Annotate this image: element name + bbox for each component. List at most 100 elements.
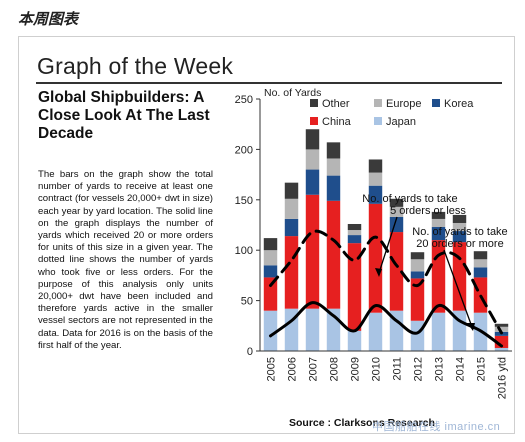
title-divider [36,82,502,84]
bar-segment-china [284,236,299,309]
x-tick-label: 2013 [434,357,446,381]
bar-segment-korea [452,231,467,243]
bar-segment-europe [284,198,299,219]
legend-label-china: China [322,116,352,128]
annotation-twenty-or-more: No. of yards to take [412,226,507,238]
bar-segment-japan [431,312,446,351]
bar-segment-europe [326,158,341,176]
bar-segment-china [263,277,278,311]
annotation-twenty-or-more: 20 orders or more [416,238,503,250]
bar-segment-europe [431,218,446,228]
annotation-arrow [378,216,398,274]
x-tick-label: 2007 [308,357,320,381]
x-tick-label: 2008 [329,357,341,381]
legend-swatch-europe [374,99,382,107]
y-tick-label: 0 [247,346,253,358]
legend-label-other: Other [322,98,350,110]
y-tick-label: 50 [241,296,253,308]
bar-segment-other [410,252,425,260]
x-tick-label: 2005 [266,357,278,381]
bar-segment-china [326,200,341,309]
bar-segment-korea [431,227,446,241]
bar-segment-other [368,159,383,173]
bar-segment-other [473,251,488,260]
bar-segment-korea [473,267,488,278]
article-subtitle: Global Shipbuilders: A Close Look At The… [38,89,210,142]
bar-segment-other [347,223,362,231]
bar-segment-korea [410,271,425,279]
x-tick-label: 2014 [455,357,467,381]
bar-segment-other [326,142,341,159]
bar-segment-other [431,211,446,219]
bar-segment-korea [347,235,362,244]
bar-segment-other [494,323,509,327]
bar-segment-europe [410,259,425,272]
legend-label-europe: Europe [386,98,421,110]
bar-segment-europe [473,259,488,268]
bar-segment-europe [452,222,467,232]
bar-segment-china [431,240,446,313]
bar-segment-other [305,129,320,150]
x-tick-label: 2016 ytd [497,357,509,399]
header-title: Graph of the Week [37,53,234,79]
x-tick-label: 2011 [392,357,404,381]
legend-swatch-other [310,99,318,107]
annotation-five-or-less: No. of yards to take [362,193,457,205]
bar-segment-china [452,242,467,311]
bar-segment-korea [263,265,278,278]
bar-segment-europe [305,149,320,170]
y-tick-label: 100 [235,245,253,257]
bar-segment-europe [263,250,278,266]
source-credit: Source : Clarksons Research [289,417,435,429]
bar-segment-china [389,232,404,311]
annotation-arrowhead [467,323,475,331]
graph-card: Graph of the Week Global Shipbuilders: A… [18,36,515,434]
x-tick-label: 2012 [413,357,425,381]
bar-segment-europe [494,326,509,332]
bar-segment-other [263,238,278,251]
bar-segment-china [368,203,383,313]
annotation-arrow [443,249,473,328]
bar-segment-other [284,182,299,199]
annotation-arrowhead [375,268,382,277]
bar-segment-korea [326,175,341,201]
bar-segment-china [347,243,362,331]
bar-segment-japan [410,320,425,351]
y-axis-label: No. of Yards [264,87,321,99]
y-tick-label: 250 [235,94,253,106]
bar-segment-korea [284,218,299,237]
x-tick-label: 2006 [287,357,299,381]
bar-segment-japan [389,310,404,351]
dashed-line-five-or-less [269,229,503,335]
bar-segment-europe [347,230,362,236]
article-body-text: The bars on the graph show the total num… [38,169,213,351]
x-tick-label: 2010 [371,357,383,381]
bar-segment-korea [368,185,383,204]
bar-segment-japan [494,347,509,351]
solid-line-twenty-or-more [269,301,503,348]
bar-segment-europe [368,172,383,186]
bar-segment-china [410,278,425,321]
bar-segment-other [452,214,467,223]
y-tick-label: 200 [235,144,253,156]
legend-swatch-japan [374,117,382,125]
bar-segment-japan [452,310,467,351]
legend-label-japan: Japan [386,116,416,128]
bar-segment-korea [305,169,320,195]
bar-segment-china [305,194,320,309]
x-tick-label: 2009 [350,357,362,381]
annotation-five-or-less: 5 orders or less [390,205,466,217]
stacked-bar-chart: 0 50 100 150 200 250 No. of Yards 2005 2006 2007 2… [235,87,512,399]
legend-swatch-china [310,117,318,125]
legend-swatch-korea [432,99,440,107]
bar-segment-japan [347,330,362,351]
bar-segment-japan [368,312,383,351]
legend-label-korea: Korea [444,98,474,110]
bar-segment-europe [389,206,404,217]
bar-segment-other [389,198,404,207]
section-label: 本周图表 [18,10,79,28]
bar-segment-japan [305,308,320,351]
y-tick-label: 150 [235,195,253,207]
x-tick-label: 2015 [476,357,488,381]
bar-segment-japan [263,310,278,351]
